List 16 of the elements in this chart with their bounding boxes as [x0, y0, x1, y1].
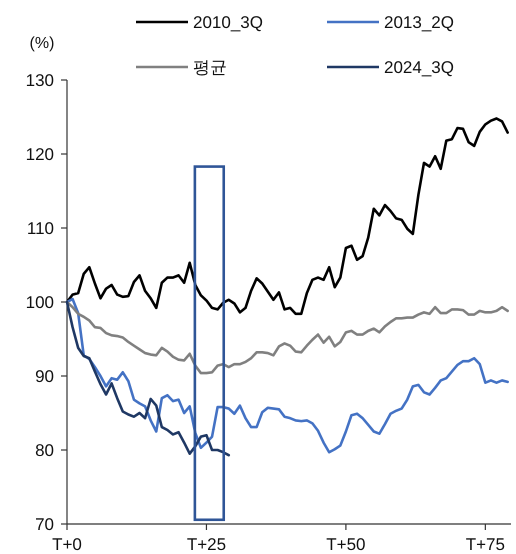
ytick: 130 [26, 71, 54, 90]
xtick: T+0 [52, 535, 82, 554]
ytick: 110 [26, 219, 54, 238]
legend-label: 평균 [193, 58, 227, 77]
ytick: 100 [26, 293, 54, 312]
ytick: 90 [35, 367, 54, 386]
ytick: 80 [35, 441, 54, 460]
legend-label: 2013_2Q [384, 13, 454, 32]
xtick: T+25 [186, 535, 226, 554]
legend-label: 2010_3Q [193, 13, 263, 32]
ytick: 120 [26, 145, 54, 164]
xtick: T+75 [466, 535, 505, 554]
legend-label: 2024_3Q [384, 58, 454, 77]
xtick: T+50 [326, 535, 366, 554]
ylabel: (%) [30, 35, 54, 52]
ytick: 70 [35, 515, 54, 534]
